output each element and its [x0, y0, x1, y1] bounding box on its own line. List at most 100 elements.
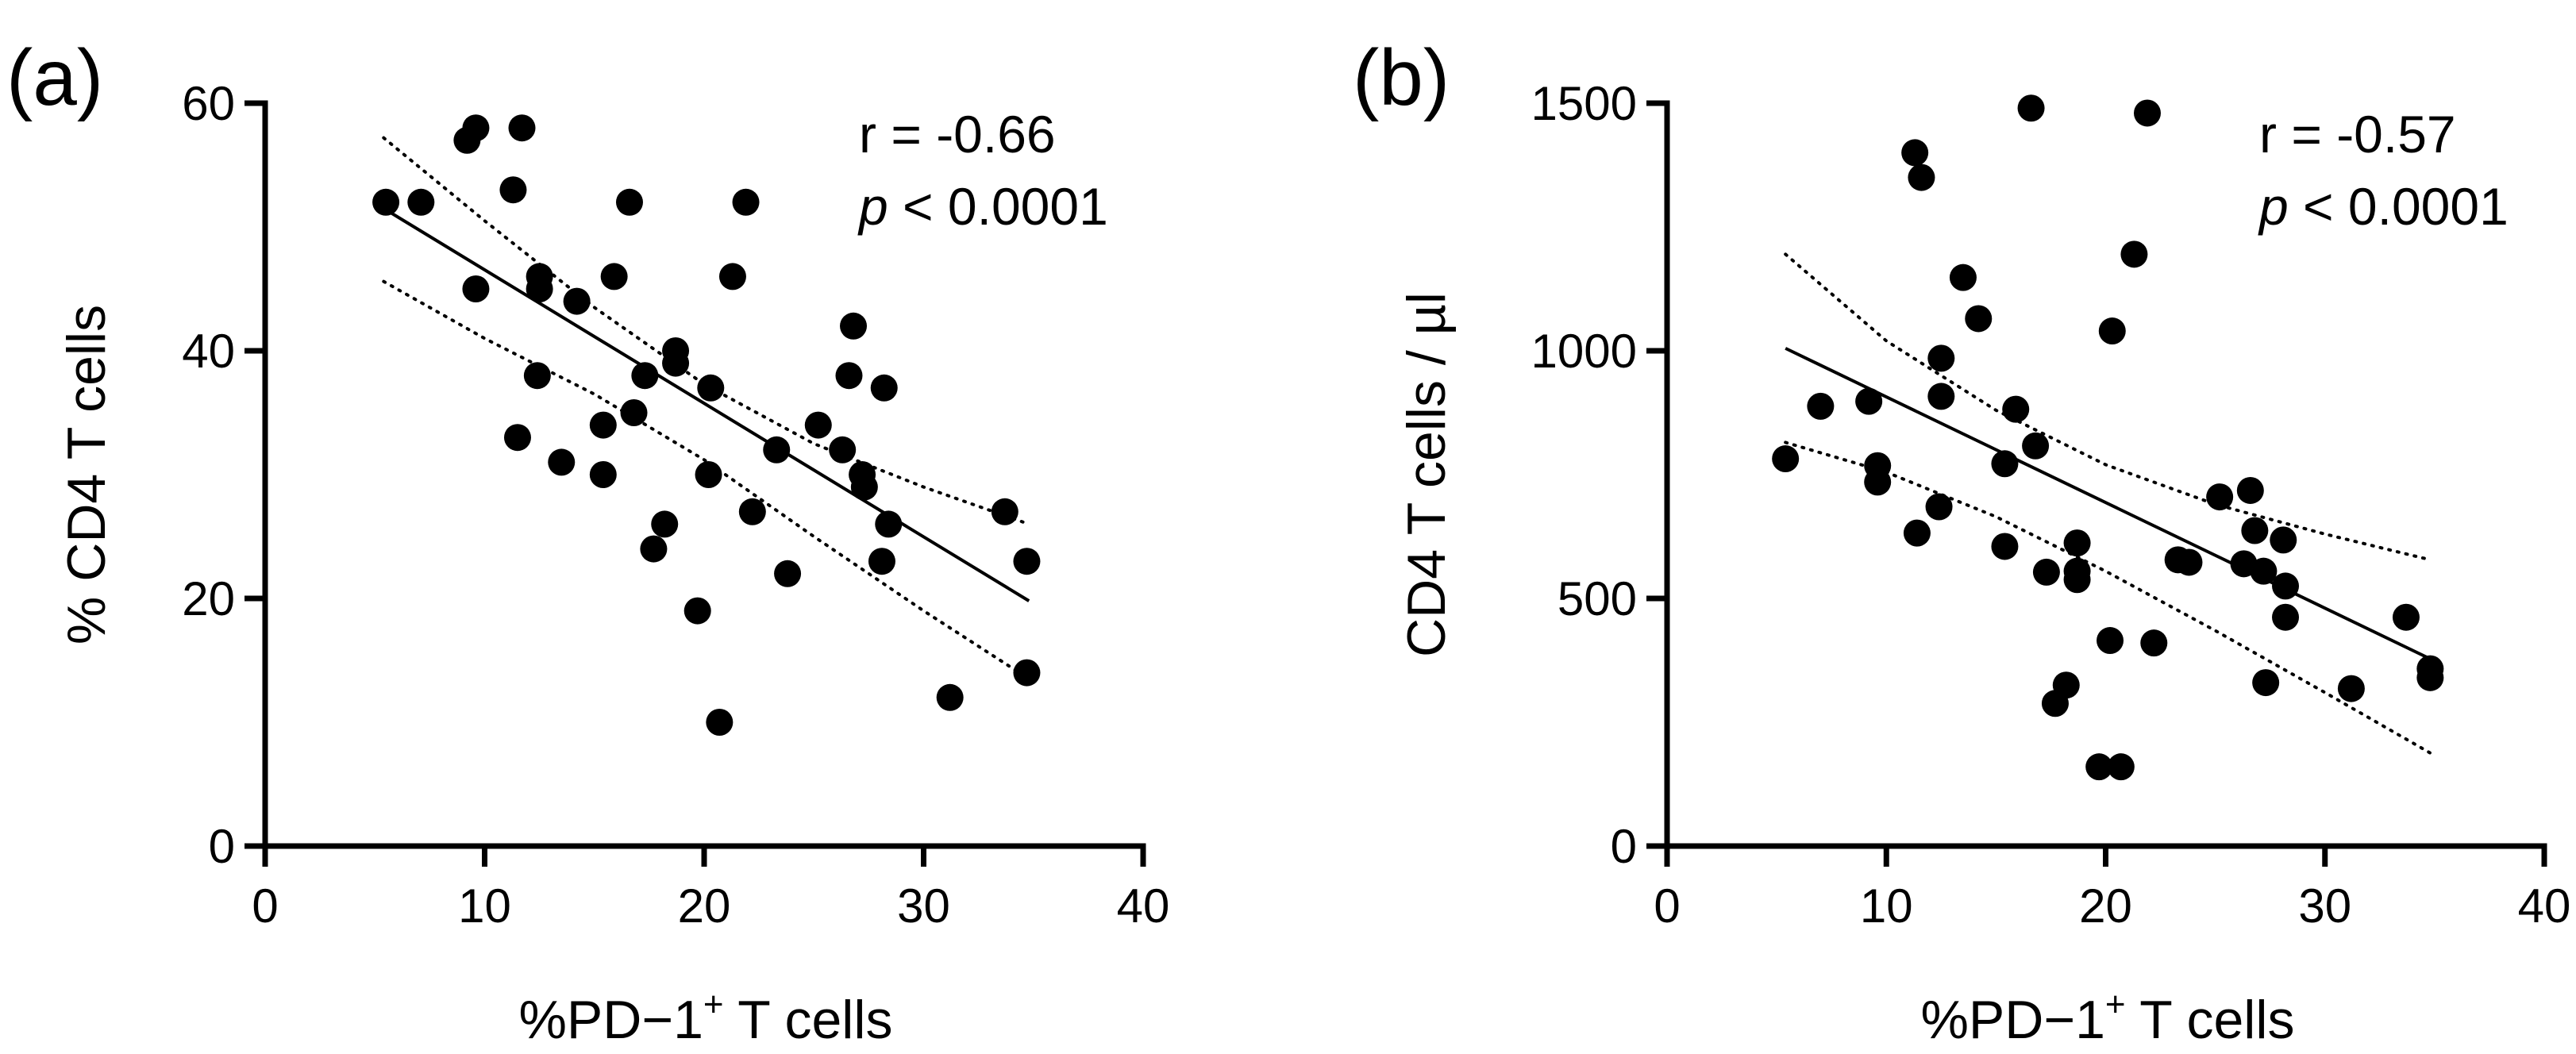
data-point [2063, 529, 2091, 557]
data-point [662, 349, 690, 377]
p-value: p < 0.0001 [2258, 177, 2509, 236]
data-point [2241, 517, 2269, 544]
x-axis-title: %PD−1+ T cells [518, 985, 892, 1050]
panel-label: (a) [6, 33, 103, 122]
panel-b: (b) r = -0.57 p < 0.0001 CD4 T cells / µ… [1353, 33, 2570, 1050]
data-point [1855, 387, 1883, 415]
data-point [407, 188, 435, 216]
panel-label: (b) [1353, 33, 1450, 122]
data-point [2252, 669, 2280, 697]
x-tick-label: 40 [2518, 879, 2571, 933]
data-point [2063, 566, 2091, 594]
y-tick-label: 1500 [1531, 77, 1637, 130]
y-tick-label: 20 [182, 572, 235, 625]
data-point [503, 424, 531, 452]
data-point [695, 461, 722, 488]
y-ticks: 0 500 1000 1500 [1531, 77, 1667, 873]
data-point [2017, 94, 2045, 122]
data-point [706, 709, 734, 736]
data-point [738, 498, 766, 525]
x-tick-label: 0 [252, 879, 278, 933]
data-point [1908, 163, 1935, 191]
data-point [683, 597, 711, 625]
data-point [1807, 392, 1835, 420]
p-rest: < 0.0001 [888, 177, 1108, 236]
data-point [840, 312, 868, 340]
y-axis-title: CD4 T cells / µl [1396, 292, 1457, 657]
data-point [2097, 627, 2124, 655]
data-point [2270, 526, 2297, 554]
data-point [462, 114, 490, 142]
x-tick-label: 10 [458, 879, 511, 933]
regression [1785, 347, 2432, 660]
data-point [991, 498, 1018, 525]
x-axis-title-main: %PD−1 [1920, 990, 2104, 1050]
p-rest: < 0.0001 [2289, 177, 2509, 236]
data-point [651, 510, 679, 538]
correlation-r: r = -0.66 [859, 105, 1056, 163]
data-points [372, 114, 1041, 736]
x-axis-title: %PD−1+ T cells [1920, 985, 2294, 1050]
data-point [372, 188, 400, 216]
data-point [2337, 675, 2365, 702]
data-point [563, 287, 591, 315]
data-point [2120, 240, 2148, 268]
data-point [631, 362, 659, 390]
data-point [868, 548, 895, 575]
x-tick-label: 0 [1654, 879, 1680, 933]
confidence-band-lower [382, 279, 1031, 681]
correlation-r: r = -0.57 [2259, 105, 2456, 163]
data-point [763, 436, 791, 464]
data-point [526, 275, 553, 302]
data-point [697, 374, 725, 402]
regression [383, 206, 1030, 602]
data-point [2272, 572, 2300, 600]
data-point [2002, 395, 2030, 423]
data-point [2416, 664, 2444, 691]
x-axis-title-tail: T cells [724, 990, 893, 1050]
data-point [2107, 753, 2135, 781]
data-point [774, 560, 802, 587]
data-point [2206, 483, 2234, 511]
data-point [620, 399, 648, 426]
data-point [732, 188, 760, 216]
data-point [2236, 476, 2264, 504]
data-point [640, 535, 668, 563]
data-point [2022, 432, 2050, 460]
x-tick-label: 20 [2079, 879, 2132, 933]
data-point [1901, 139, 1929, 167]
data-point [600, 263, 628, 290]
data-point [2098, 317, 2126, 345]
data-point [804, 411, 832, 439]
data-point [589, 461, 617, 488]
data-point [2133, 99, 2161, 127]
data-point [2140, 629, 2168, 657]
panel-a: (a) r = -0.66 p < 0.0001 % CD4 T cells %… [6, 33, 1169, 1050]
data-point [718, 263, 746, 290]
data-point [1903, 519, 1931, 547]
data-point [523, 362, 551, 390]
data-point [589, 411, 617, 439]
data-point [870, 374, 898, 402]
data-point [1965, 305, 1993, 333]
x-tick-label: 30 [897, 879, 950, 933]
data-point [1991, 450, 2019, 478]
data-point [548, 448, 576, 476]
y-axis-title: % CD4 T cells [56, 305, 117, 644]
x-axis-title-superscript: + [2105, 985, 2126, 1024]
data-point [835, 362, 863, 390]
x-axis-title-superscript: + [703, 985, 724, 1024]
data-point [508, 114, 536, 142]
regression-line [383, 206, 1030, 602]
regression-line [1785, 347, 2432, 660]
x-axis-title-tail: T cells [2126, 990, 2295, 1050]
y-tick-label: 1000 [1531, 325, 1637, 378]
y-tick-label: 0 [209, 820, 235, 873]
confidence-band-upper [1784, 252, 2432, 562]
data-point [615, 188, 643, 216]
data-point [1925, 493, 1953, 521]
data-point [1949, 264, 1977, 291]
x-tick-label: 20 [678, 879, 731, 933]
data-point [2392, 603, 2420, 631]
